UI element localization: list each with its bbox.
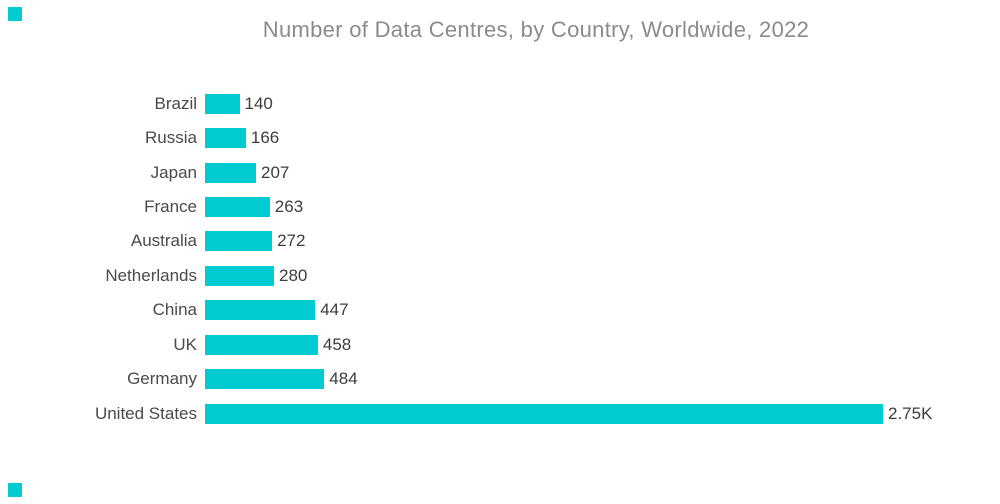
category-label: Germany — [127, 369, 197, 389]
bar — [205, 93, 240, 114]
category-label: Brazil — [154, 93, 197, 113]
bar-row: UK 458 — [0, 328, 1000, 362]
bar-row: Australia 272 — [0, 224, 1000, 258]
value-label: 2.75K — [888, 403, 933, 423]
category-label: UK — [173, 334, 197, 354]
value-label: 166 — [250, 128, 280, 148]
bar-row: Russia 166 — [0, 121, 1000, 155]
value-label: 263 — [274, 197, 304, 217]
bar-row: China 447 — [0, 293, 1000, 327]
value-label: 447 — [320, 300, 349, 320]
bar-row: Netherlands 280 — [0, 259, 1000, 293]
value-label: 458 — [322, 334, 352, 354]
bar-row: Germany 484 — [0, 362, 1000, 396]
value-label: 207 — [261, 162, 290, 182]
category-label: Japan — [150, 162, 197, 182]
bar — [205, 403, 883, 424]
bar — [205, 265, 274, 286]
category-label: Russia — [145, 128, 197, 148]
brand-corner-mark-top-left — [8, 7, 22, 21]
bar — [205, 300, 316, 321]
chart-title: Number of Data Centres, by Country, Worl… — [262, 17, 810, 42]
category-label: United States — [94, 403, 197, 423]
value-label: 140 — [244, 93, 273, 113]
bar — [205, 128, 246, 149]
category-label: France — [144, 197, 197, 217]
category-label: Netherlands — [105, 265, 197, 285]
value-label: 280 — [279, 265, 308, 285]
brand-corner-mark-bottom-left — [8, 483, 22, 497]
bar-row: Japan 207 — [0, 155, 1000, 189]
category-label: Australia — [130, 231, 197, 251]
category-label: China — [152, 300, 197, 320]
bar — [205, 197, 270, 218]
bar — [205, 334, 318, 355]
bar — [205, 231, 273, 252]
bar — [205, 369, 325, 390]
bar — [205, 162, 256, 183]
bar-rows: Brazil 140 Russia 166 Japan 207 France 263 Austr… — [0, 87, 1000, 431]
bar-row: Brazil 140 — [0, 87, 1000, 121]
value-label: 484 — [329, 369, 358, 389]
bar-row: France 263 — [0, 190, 1000, 224]
bar-row: United States 2.75K — [0, 396, 1000, 430]
value-label: 272 — [277, 231, 306, 251]
